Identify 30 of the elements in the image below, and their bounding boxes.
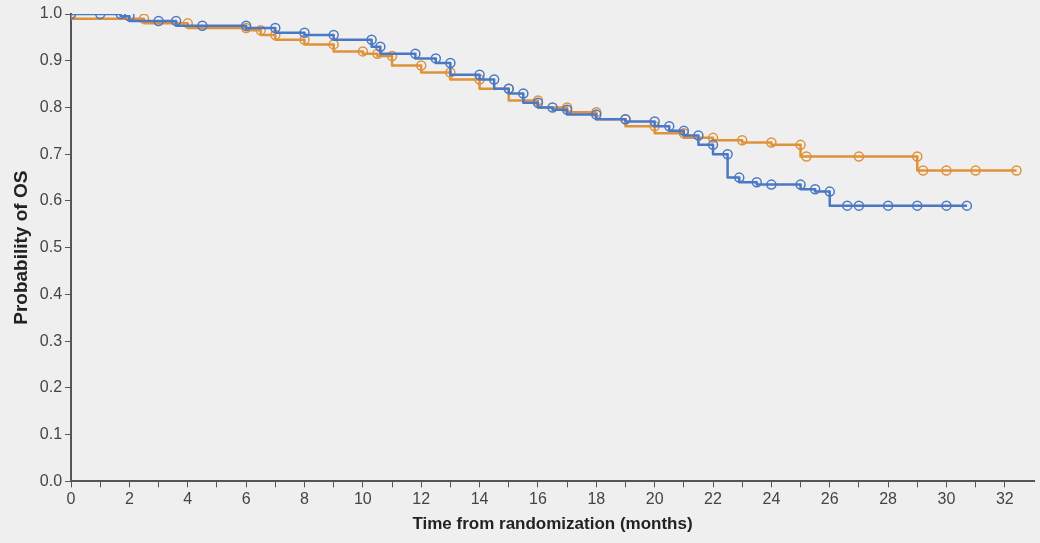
y-axis-title: Probability of OS <box>9 170 31 325</box>
y-tick-label: 0.9 <box>39 51 63 69</box>
x-tick-label: 2 <box>124 490 134 508</box>
y-tick-label: 0.1 <box>39 425 63 443</box>
y-tick-label: 1.0 <box>39 4 63 22</box>
x-tick-label: 12 <box>412 490 431 508</box>
x-tick-label: 6 <box>241 490 251 508</box>
y-tick-label: 0.5 <box>39 238 63 256</box>
y-tick-label: 0.6 <box>39 191 63 209</box>
x-tick-label: 8 <box>300 490 310 508</box>
y-tick-label: 0.4 <box>39 284 63 302</box>
y-tick-label: 0.8 <box>39 97 63 115</box>
x-tick-label: 10 <box>353 490 372 508</box>
x-axis-title: Time from randomization (months) <box>412 514 693 534</box>
y-tick-label: 0.3 <box>39 331 63 349</box>
x-tick-label: 14 <box>470 490 489 508</box>
y-tick-label: 0.7 <box>39 144 63 162</box>
x-tick-label: 28 <box>879 490 898 508</box>
x-tick-label: 24 <box>762 490 781 508</box>
x-tick-label: 32 <box>995 490 1014 508</box>
x-tick-label: 18 <box>587 490 606 508</box>
y-tick-label: 0.2 <box>39 378 63 396</box>
y-tick-label: 0.0 <box>39 471 63 489</box>
x-tick-label: 4 <box>183 490 193 508</box>
x-tick-label: 20 <box>645 490 664 508</box>
x-tick-label: 22 <box>704 490 723 508</box>
x-tick-label: 0 <box>66 490 76 508</box>
x-tick-label: 26 <box>820 490 839 508</box>
x-tick-label: 30 <box>937 490 956 508</box>
x-tick-label: 16 <box>529 490 547 508</box>
